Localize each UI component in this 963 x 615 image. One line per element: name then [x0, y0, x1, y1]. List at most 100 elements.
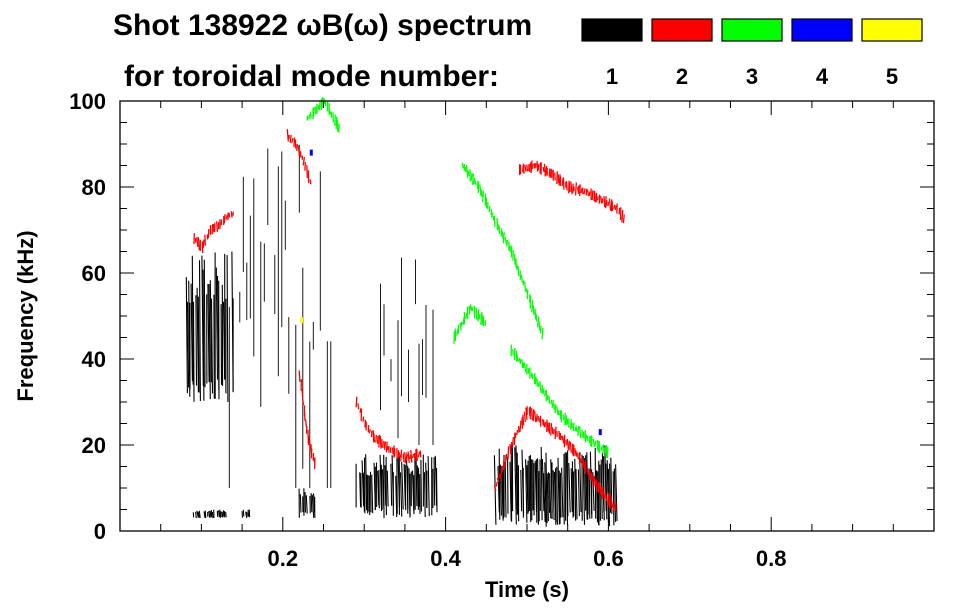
- series-1-stroke: [185, 277, 188, 394]
- series-3-track: [516, 354, 519, 362]
- series-1-stroke: [365, 454, 368, 511]
- x-tick-label: 0.4: [430, 546, 461, 571]
- series-2-track: [298, 370, 301, 382]
- series-2-track: [618, 207, 621, 215]
- series-3-track: [479, 184, 482, 196]
- series-2-track: [500, 466, 503, 479]
- series-1-stroke: [305, 495, 308, 514]
- series-2-track: [549, 168, 552, 178]
- series-3-track: [588, 435, 591, 444]
- legend-swatch-1: [581, 18, 643, 42]
- series-2-track: [525, 407, 528, 420]
- series-1-stroke: [549, 473, 552, 519]
- series-1-stroke: [202, 269, 205, 401]
- series-3-track: [460, 321, 463, 327]
- legend-label-5: 5: [886, 64, 898, 89]
- series-2-track: [504, 454, 507, 467]
- legend-swatch-5: [861, 18, 923, 42]
- series-2-track: [355, 396, 358, 408]
- y-tick-label: 80: [82, 175, 106, 200]
- series-2-track: [417, 451, 421, 458]
- series-1-stroke: [395, 475, 398, 518]
- series-3-track: [538, 321, 541, 331]
- series-2-track: [293, 137, 296, 148]
- x-tick-label: 0.8: [756, 546, 787, 571]
- series-1-stroke: [196, 510, 199, 518]
- series-2-track: [586, 189, 590, 197]
- series-2-track: [513, 432, 516, 446]
- series-1-stroke: [186, 301, 190, 388]
- axis-ticks: 0.2 0.4 0.6 0.8 0 20 40 60 80 100: [69, 89, 934, 571]
- series-1-stroke: [197, 511, 201, 518]
- series-3-track: [531, 300, 534, 313]
- series-1-stroke: [208, 284, 211, 400]
- series-2-track: [560, 435, 563, 441]
- series-2-track: [294, 139, 297, 149]
- series-1-stroke: [369, 471, 372, 513]
- series-1-stroke: [570, 468, 573, 512]
- series-2-track: [622, 214, 625, 224]
- series-2-track: [588, 191, 591, 196]
- series-2-track: [522, 414, 525, 426]
- series-3-track: [492, 215, 495, 221]
- series-3-track: [550, 399, 553, 405]
- series-3-track: [474, 180, 477, 186]
- series-1-stroke: [501, 466, 504, 521]
- series-1-stroke: [210, 298, 214, 394]
- series-1-stroke: [310, 493, 313, 513]
- series-2-track: [603, 195, 606, 207]
- series-3-track: [554, 403, 557, 413]
- series-2-track: [196, 237, 199, 248]
- series-4: [309, 149, 602, 436]
- legend-label-2: 2: [676, 64, 688, 89]
- series-2-track: [603, 491, 606, 499]
- series-2-track: [612, 500, 616, 512]
- series-2-track: [359, 408, 362, 414]
- series-2-track: [526, 164, 529, 172]
- x-tick-label: 0.2: [268, 546, 299, 571]
- series-2-track: [594, 479, 597, 487]
- series-2-track: [611, 500, 614, 508]
- series-2-track: [286, 129, 289, 142]
- series-1-stroke: [571, 461, 574, 518]
- series-3-track: [592, 438, 596, 447]
- legend-swatch-4: [791, 18, 853, 42]
- series-2-track: [411, 453, 415, 459]
- series-2-track: [519, 420, 522, 432]
- series-1-stroke: [195, 295, 198, 386]
- series-3-track: [500, 228, 503, 237]
- series-3-track: [541, 327, 544, 340]
- series-2-track: [357, 403, 360, 410]
- series-1-stroke: [606, 459, 610, 523]
- series-3-track: [570, 419, 572, 430]
- series-2-track: [510, 442, 513, 448]
- series-1-stroke: [311, 494, 315, 518]
- series-2-track: [550, 423, 553, 436]
- series-3-track: [519, 359, 522, 365]
- series-2-track: [599, 483, 602, 496]
- series-2-track: [584, 461, 587, 474]
- series-2-track: [566, 438, 570, 450]
- series-2-track: [522, 163, 525, 174]
- series-2-track: [306, 165, 308, 178]
- series-2-track: [537, 163, 540, 171]
- series-3: [306, 97, 609, 459]
- legend: 1 2 3 4 5: [581, 18, 923, 89]
- series-3-track: [470, 173, 473, 182]
- series-1-stroke: [217, 510, 220, 517]
- series-1-stroke: [420, 459, 422, 512]
- series-2-track: [524, 164, 527, 172]
- series-2-track: [532, 409, 535, 422]
- series-2-track: [301, 389, 304, 398]
- y-tick-label: 40: [82, 347, 106, 372]
- series-2-track: [579, 184, 581, 197]
- series-1-stroke: [520, 469, 523, 512]
- series-3-track: [539, 325, 542, 334]
- series-1-stroke: [498, 448, 501, 520]
- series-2-track: [583, 188, 586, 195]
- series-1-stroke: [198, 510, 201, 518]
- series-2-track: [542, 419, 546, 428]
- series-3-track: [332, 112, 335, 123]
- series-3-track: [532, 305, 535, 315]
